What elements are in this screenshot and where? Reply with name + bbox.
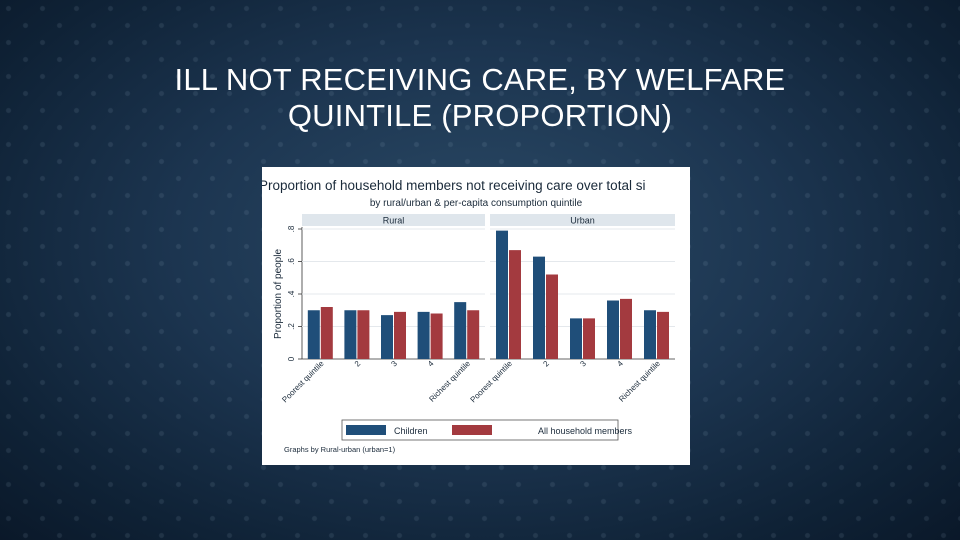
bar-children xyxy=(570,318,582,359)
bar-all-household-members xyxy=(583,318,595,359)
panel-header xyxy=(302,214,485,226)
bar-all-household-members xyxy=(546,274,558,359)
slide-title-line-1: ILL NOT RECEIVING CARE, BY WELFARE xyxy=(174,62,786,97)
bar-all-household-members xyxy=(357,310,370,359)
x-tick-label: 2 xyxy=(353,359,363,369)
chart-subtitle: by rural/urban & per-capita consumption … xyxy=(370,198,583,209)
x-tick-label: 4 xyxy=(615,359,625,369)
bar-children xyxy=(644,310,656,359)
chart-note: Graphs by Rural-urban (urban=1) xyxy=(284,445,396,454)
y-axis-label: Proportion of people xyxy=(273,249,284,340)
bar-children xyxy=(607,300,619,359)
bar-all-household-members xyxy=(320,307,333,359)
panel-header-label: Urban xyxy=(570,216,595,226)
x-tick-label: 3 xyxy=(389,359,399,369)
x-tick-label: 4 xyxy=(426,359,436,369)
bar-all-household-members xyxy=(509,250,521,359)
legend-label: All household members xyxy=(538,426,633,436)
y-tick-label: 0 xyxy=(287,356,296,361)
slide-title: ILL NOT RECEIVING CARE, BY WELFARE QUINT… xyxy=(80,62,880,134)
bar-children xyxy=(454,302,467,359)
bar-children xyxy=(533,256,545,359)
x-tick-label: 2 xyxy=(541,359,551,369)
y-tick-label: .2 xyxy=(287,323,296,330)
panel-header-label: Rural xyxy=(383,216,405,226)
legend-label: Children xyxy=(394,426,428,436)
bar-children xyxy=(307,310,320,359)
chart-title: Proportion of household members not rece… xyxy=(262,178,645,193)
slide-title-line-2: QUINTILE (PROPORTION) xyxy=(287,98,673,133)
bar-all-household-members xyxy=(620,298,632,359)
chart-figure: Proportion of household members not rece… xyxy=(262,167,690,465)
legend-swatch xyxy=(346,425,386,435)
y-tick-label: .4 xyxy=(287,290,296,297)
x-tick-label: 3 xyxy=(578,359,588,369)
bar-all-household-members xyxy=(657,311,669,359)
bar-children xyxy=(344,310,357,359)
bar-all-household-members xyxy=(467,310,480,359)
bar-children xyxy=(417,311,430,359)
bar-children xyxy=(496,230,508,359)
panel-header xyxy=(490,214,675,226)
bar-all-household-members xyxy=(430,313,443,359)
y-tick-label: .8 xyxy=(287,225,296,232)
y-tick-label: .6 xyxy=(287,258,296,265)
legend-swatch xyxy=(452,425,492,435)
bar-children xyxy=(381,315,393,359)
bar-all-household-members xyxy=(394,311,406,359)
bar-chart: Proportion of household members not rece… xyxy=(262,167,690,465)
